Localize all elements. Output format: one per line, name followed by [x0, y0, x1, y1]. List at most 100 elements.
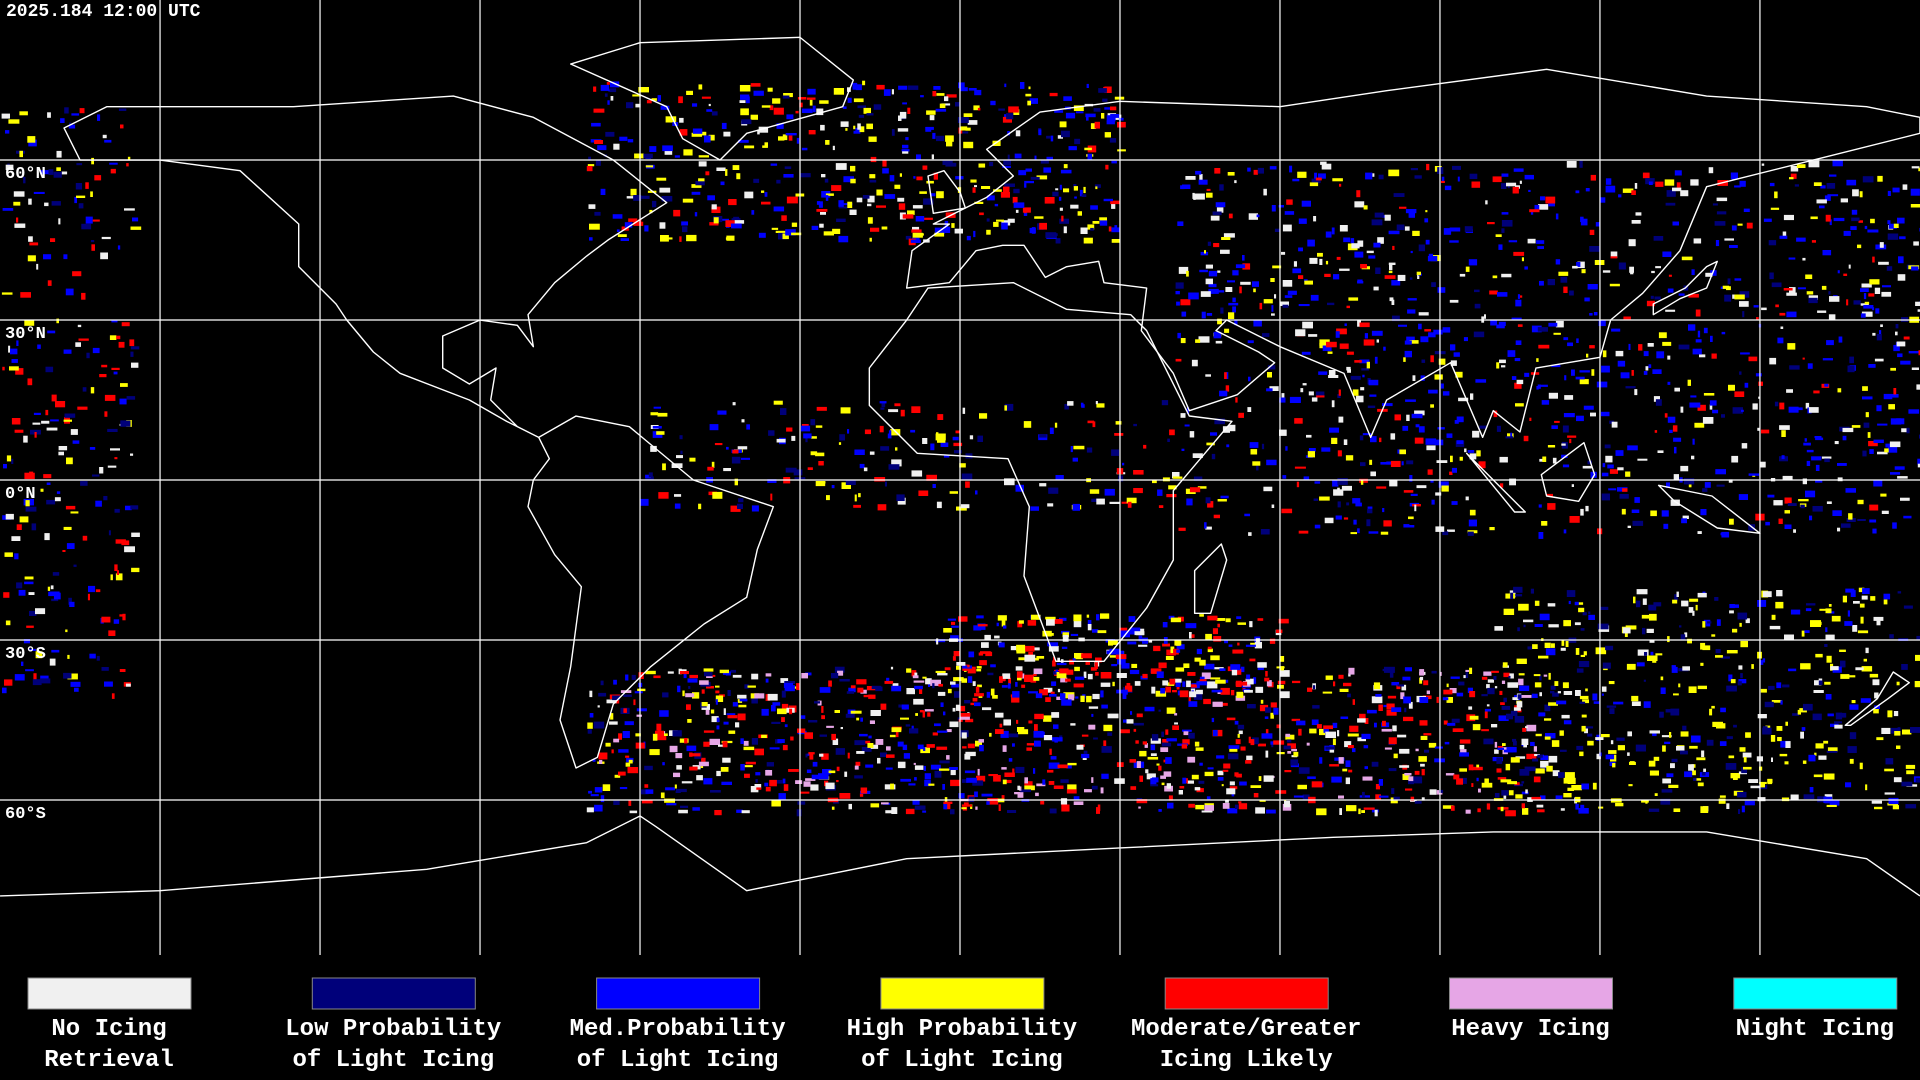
icing-cell [1491, 670, 1499, 673]
icing-cell [1577, 261, 1585, 269]
icing-cell [1883, 593, 1891, 600]
icing-cell [1648, 181, 1653, 185]
icing-cell [1066, 789, 1077, 794]
icing-cell [989, 732, 992, 737]
icing-cell [972, 187, 976, 193]
icing-cell [594, 211, 601, 216]
icing-cell [1125, 685, 1133, 692]
icing-cell [810, 451, 818, 456]
icing-cell [923, 765, 926, 771]
icing-cell [1057, 657, 1060, 662]
icing-cell [23, 639, 30, 644]
icing-cell [606, 699, 617, 704]
icing-cell [1459, 273, 1466, 277]
icing-cell [1502, 662, 1508, 668]
icing-cell [1505, 810, 1516, 817]
icing-cell [850, 178, 856, 184]
icing-cell [832, 145, 835, 151]
icing-cell [1541, 521, 1548, 526]
icing-cell [1129, 759, 1136, 763]
icing-cell [912, 675, 919, 679]
icing-cell [1111, 204, 1116, 209]
icing-cell [641, 789, 649, 795]
icing-cell [1828, 604, 1832, 607]
icing-cell [1061, 646, 1068, 649]
icing-cell [1662, 745, 1666, 752]
icing-cell [130, 453, 134, 456]
icing-cell [679, 129, 688, 136]
icing-cell [1726, 685, 1737, 692]
icing-cell [1672, 425, 1678, 432]
icing-cell [1059, 617, 1067, 621]
icing-cell [1860, 288, 1869, 292]
icing-cell [692, 103, 698, 107]
icing-cell [1604, 444, 1611, 449]
icing-cell [1474, 289, 1480, 293]
icing-cell [115, 573, 123, 581]
icing-cell [913, 762, 916, 765]
icing-cell [751, 505, 759, 512]
icing-cell [1098, 88, 1107, 93]
icing-cell [865, 764, 874, 768]
icing-cell [1352, 748, 1356, 753]
icing-cell [1418, 244, 1425, 252]
icing-cell [964, 700, 971, 704]
icing-cell [1004, 183, 1015, 187]
icing-cell [883, 89, 891, 96]
icing-cell [1911, 266, 1919, 271]
icing-cell [700, 765, 704, 768]
icing-cell [934, 770, 942, 778]
icing-cell [1519, 769, 1530, 776]
icing-cell [1528, 189, 1531, 192]
icing-cell [1087, 620, 1092, 627]
icing-cell [1726, 803, 1730, 809]
icing-cell [1863, 305, 1874, 309]
icing-cell [1757, 427, 1760, 431]
icing-cell [1514, 358, 1521, 362]
icing-cell [1518, 295, 1523, 298]
icing-cell [1842, 595, 1847, 603]
icing-cell [887, 433, 892, 439]
icing-cell [1711, 705, 1715, 709]
icing-cell [1447, 529, 1455, 532]
icing-cell [1762, 727, 1772, 735]
icing-cell [1539, 280, 1544, 286]
icing-cell [1264, 677, 1270, 682]
icing-cell [1595, 647, 1607, 655]
icing-cell [981, 186, 991, 189]
icing-cell [1142, 673, 1148, 679]
icing-cell [1244, 513, 1250, 517]
icing-cell [667, 671, 674, 674]
icing-cell [1240, 666, 1245, 673]
icing-cell [1494, 749, 1499, 754]
icing-cell [1403, 716, 1414, 722]
icing-cell [1211, 717, 1215, 723]
icing-cell [996, 219, 1004, 222]
icing-cell [8, 345, 11, 353]
icing-cell [958, 705, 966, 712]
icing-cell [821, 191, 831, 198]
icing-cell [1370, 471, 1376, 477]
icing-cell [1548, 702, 1558, 706]
icing-cell [1430, 479, 1434, 483]
icing-cell [932, 91, 937, 97]
icing-cell [771, 227, 779, 230]
legend-swatch [1164, 977, 1329, 1010]
icing-cell [936, 638, 939, 645]
icing-cell [716, 770, 721, 777]
icing-cell [795, 780, 803, 784]
icing-cell [587, 164, 595, 167]
icing-cell [1269, 166, 1277, 170]
icing-cell [1668, 784, 1679, 788]
icing-cell [95, 500, 102, 507]
icing-cell [1837, 388, 1842, 393]
icing-cell [1310, 294, 1319, 301]
icing-cell [960, 87, 968, 92]
icing-cell [19, 516, 29, 523]
icing-cell [737, 713, 746, 721]
icing-cell [1611, 421, 1618, 428]
icing-cell [1618, 262, 1626, 270]
icing-cell [1806, 460, 1811, 466]
icing-cell [1241, 681, 1248, 686]
icing-cell [1538, 532, 1544, 539]
